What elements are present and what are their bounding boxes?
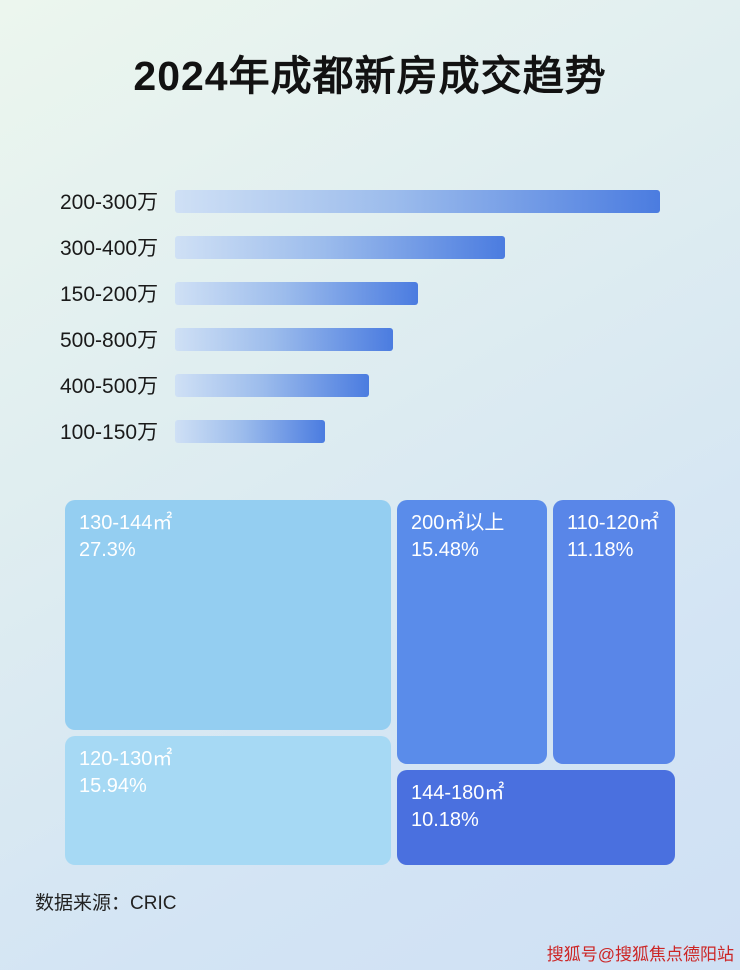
bar-label: 100-150万 xyxy=(60,421,159,444)
treemap-block-percent: 11.18% xyxy=(567,539,634,561)
bar-track xyxy=(175,373,660,397)
treemap-block-120-130: 120-130㎡ 15.94% xyxy=(65,736,391,865)
price-band-bar-chart: 200-300万 300-400万 150-200万 500-800万 400-… xyxy=(0,178,740,454)
bar-row: 500-800万 xyxy=(0,316,740,362)
treemap-block-200-plus: 200㎡以上 15.48% xyxy=(397,500,547,764)
bar xyxy=(175,373,369,397)
treemap-block-label: 200㎡以上 xyxy=(411,512,505,534)
watermark: 搜狐号@搜狐焦点德阳站 xyxy=(546,945,734,964)
treemap-block-label: 120-130㎡ xyxy=(79,748,173,770)
bar xyxy=(175,189,660,213)
bar xyxy=(175,327,394,351)
bar-label: 150-200万 xyxy=(60,283,159,306)
bar-row: 200-300万 xyxy=(0,178,740,224)
bar-row: 400-500万 xyxy=(0,362,740,408)
treemap-block-label: 144-180㎡ xyxy=(411,782,505,804)
treemap-block-110-120: 110-120㎡ 11.18% xyxy=(553,500,675,764)
bar xyxy=(175,419,326,443)
treemap-block-144-180: 144-180㎡ 10.18% xyxy=(397,770,675,865)
bar-track xyxy=(175,327,660,351)
bar-track xyxy=(175,189,660,213)
treemap-block-percent: 27.3% xyxy=(79,539,136,561)
data-source: 数据来源：CRIC xyxy=(35,893,177,914)
treemap-block-percent: 15.94% xyxy=(79,775,147,797)
bar-label: 300-400万 xyxy=(60,237,159,260)
treemap-block-percent: 10.18% xyxy=(411,809,479,831)
area-treemap: 130-144㎡ 27.3% 120-130㎡ 15.94% 200㎡以上 15… xyxy=(65,500,675,865)
treemap-block-label: 130-144㎡ xyxy=(79,512,173,534)
bar xyxy=(175,235,505,259)
bar-row: 300-400万 xyxy=(0,224,740,270)
bar-row: 150-200万 xyxy=(0,270,740,316)
bar-label: 200-300万 xyxy=(60,191,159,214)
bar-row: 100-150万 xyxy=(0,408,740,454)
bar-track xyxy=(175,281,660,305)
bar-label: 400-500万 xyxy=(60,375,159,398)
bar-track xyxy=(175,419,660,443)
bar xyxy=(175,281,418,305)
treemap-block-percent: 15.48% xyxy=(411,539,479,561)
treemap-block-label: 110-120㎡ xyxy=(567,512,659,534)
treemap-block-130-144: 130-144㎡ 27.3% xyxy=(65,500,391,730)
page-title: 2024年成都新房成交趋势 xyxy=(133,53,607,99)
bar-label: 500-800万 xyxy=(60,329,159,352)
bar-track xyxy=(175,235,660,259)
